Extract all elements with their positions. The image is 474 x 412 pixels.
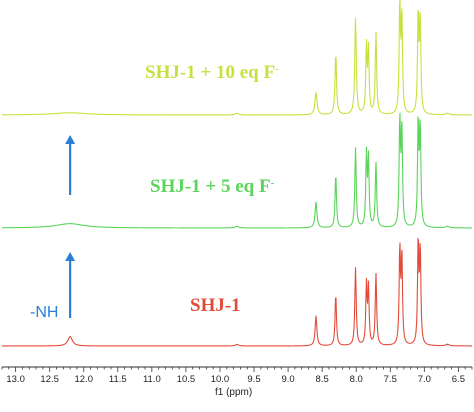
spectrum-label-1: SHJ-1 + 5 eq F- (150, 176, 275, 197)
x-tick-label-13: 6.5 (452, 374, 465, 385)
nh-annotation: -NH (30, 304, 58, 321)
x-tick-label-7: 9.5 (247, 374, 260, 385)
x-axis: 13.0 12.5 12.0 11.5 11.0 10.5 10.0 9.5 9.0 8.5 8.0… (1, 366, 473, 398)
x-tick-label-5: 10.5 (177, 374, 196, 385)
x-tick-label-11: 7.5 (384, 374, 397, 385)
x-tick-label-3: 11.5 (109, 374, 127, 385)
arrows-layer (65, 135, 76, 318)
x-tick-label-10: 8.0 (350, 374, 363, 385)
spectrum-line-0 (2, 0, 472, 116)
x-tick-label-9: 8.5 (316, 374, 329, 385)
x-tick-label-2: 12.0 (74, 374, 93, 385)
spectrum-label-0: SHJ-1 + 10 eq F- (145, 62, 279, 83)
x-tick-label-1: 12.5 (40, 374, 59, 385)
x-tick-label-12: 7.0 (418, 374, 431, 385)
x-tick-label-4: 11.0 (143, 374, 161, 385)
x-tick-label-8: 9.0 (281, 374, 294, 385)
spectrum-line-2 (2, 237, 472, 347)
spectrum-line-1 (2, 112, 472, 229)
up-arrow-head-0 (65, 135, 76, 144)
x-axis-title: f1 (ppm) (215, 387, 252, 398)
up-arrow-head-1 (65, 252, 76, 261)
spectra-layer (2, 0, 472, 347)
spectrum-label-2: SHJ-1 (190, 295, 241, 316)
x-tick-label-6: 10.0 (211, 374, 230, 385)
x-tick-label-0: 13.0 (6, 374, 25, 385)
labels-layer: SHJ-1 + 10 eq F- SHJ-1 + 5 eq F- SHJ-1 -NH (30, 62, 279, 321)
